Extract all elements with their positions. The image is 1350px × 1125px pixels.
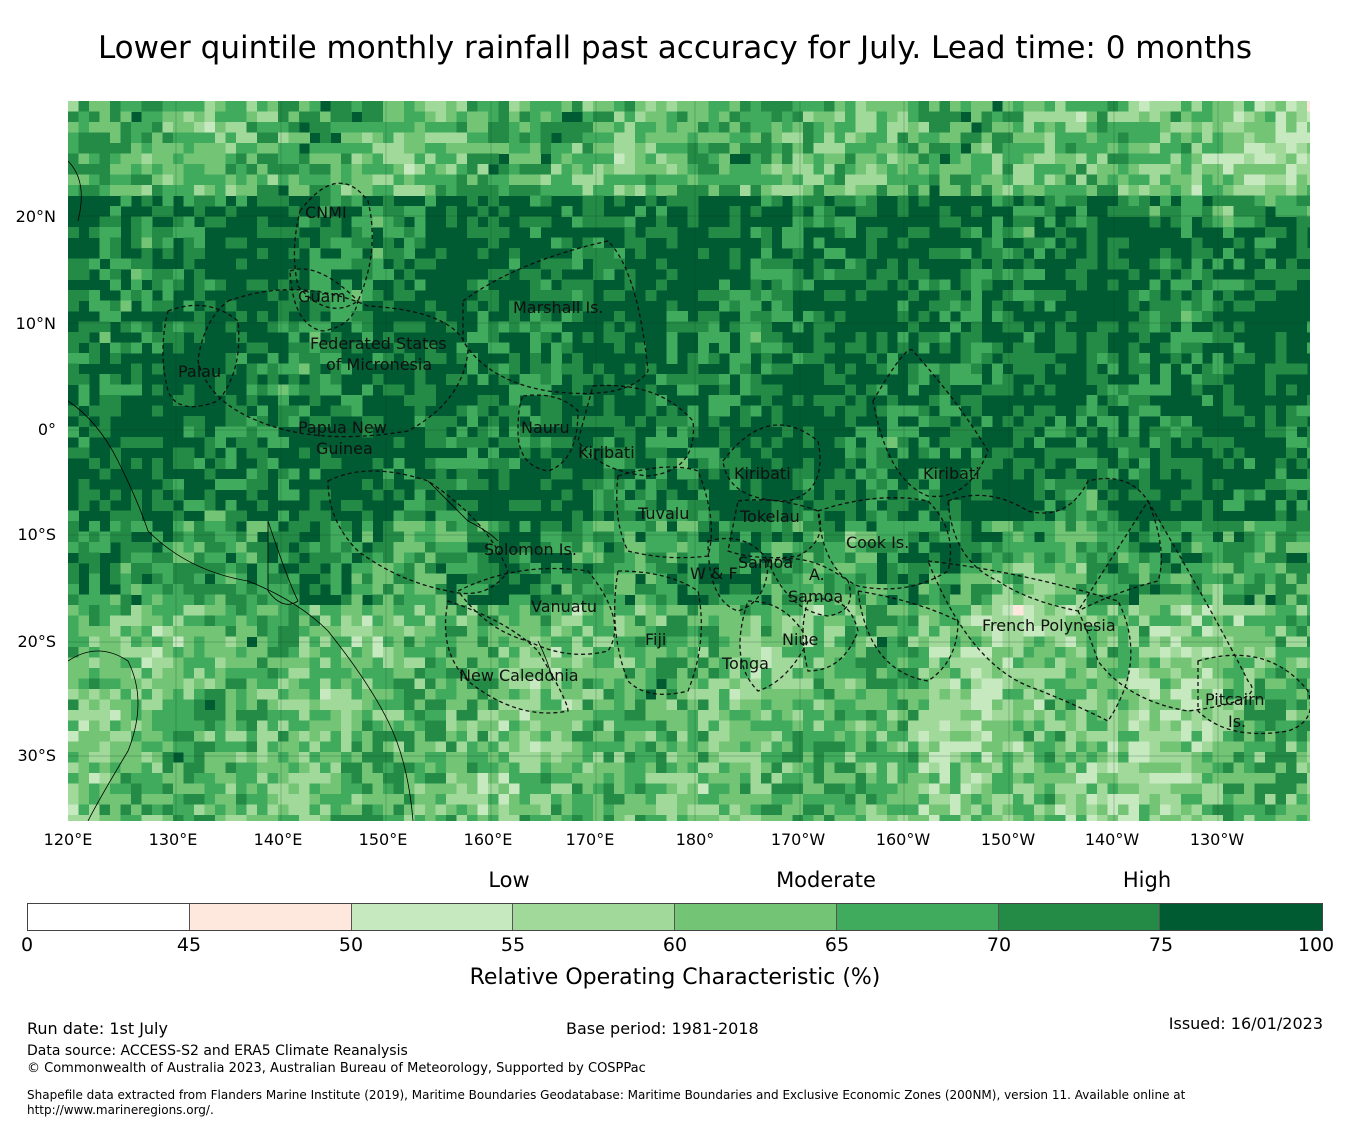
- region-label: Marshall Is.: [513, 298, 604, 317]
- region-label: CNMI: [305, 203, 347, 222]
- shapefile-url[interactable]: http://www.marineregions.org/.: [27, 1103, 214, 1117]
- colorbar-tick: 60: [662, 934, 688, 956]
- colorbar-segment: [351, 904, 514, 930]
- colorbar-segment: [28, 904, 190, 930]
- region-label: Is.: [1228, 712, 1246, 731]
- data-source: Data source: ACCESS-S2 and ERA5 Climate …: [27, 1043, 408, 1059]
- colorbar-label: Relative Operating Characteristic (%): [469, 965, 881, 990]
- region-label: Guinea: [316, 439, 373, 458]
- issued-date: Issued: 16/01/2023: [1168, 1014, 1323, 1033]
- region-label: Kiribati: [923, 464, 980, 483]
- region-label: Nauru: [521, 418, 570, 437]
- region-labels: CNMI Guam Marshall Is. Federated States …: [178, 203, 1265, 731]
- legend-category-moderate: Moderate: [776, 868, 876, 892]
- run-date: Run date: 1st July: [27, 1019, 168, 1038]
- x-tick: 130°W: [1189, 830, 1245, 849]
- colorbar-tick: 45: [176, 934, 202, 956]
- region-label: French Polynesia: [982, 616, 1116, 635]
- region-label: Palau: [178, 362, 221, 381]
- region-label: W & F: [690, 564, 738, 583]
- x-tick: 160°E: [463, 830, 513, 849]
- region-label: Kiribati: [578, 443, 635, 462]
- region-label: A.: [809, 565, 825, 584]
- x-tick: 170°W: [770, 830, 826, 849]
- gridlines: [68, 101, 1310, 821]
- region-label: Samoa: [788, 587, 843, 606]
- region-label: Tokelau: [739, 507, 800, 526]
- base-period: Base period: 1981-2018: [566, 1019, 759, 1038]
- coastlines: [68, 160, 554, 821]
- region-label: Kiribati: [734, 464, 791, 483]
- region-label: Samoa: [738, 553, 793, 572]
- shapefile-credit: Shapefile data extracted from Flanders M…: [27, 1088, 1186, 1102]
- y-tick: 10°S: [17, 525, 56, 544]
- legend-category-high: High: [1122, 868, 1172, 892]
- accuracy-map: CNMI Guam Marshall Is. Federated States …: [68, 101, 1310, 821]
- region-label: Fiji: [645, 630, 666, 649]
- colorbar-segment: [675, 904, 837, 930]
- region-label: Federated States: [310, 334, 447, 353]
- x-tick: 140°W: [1084, 830, 1140, 849]
- region-label: Tonga: [721, 654, 769, 673]
- colorbar-tick: 65: [824, 934, 850, 956]
- colorbar-tick: 0: [20, 934, 34, 956]
- region-label: Pitcairn: [1205, 690, 1265, 709]
- copyright: © Commonwealth of Australia 2023, Austra…: [27, 1061, 646, 1076]
- region-label: New Caledonia: [459, 666, 579, 685]
- colorbar-tick: 70: [986, 934, 1012, 956]
- y-tick: 10°N: [15, 314, 56, 333]
- x-tick: 180°: [675, 830, 715, 849]
- accuracy-grid: [68, 101, 1310, 821]
- y-tick: 0°: [37, 420, 56, 439]
- colorbar-segment: [189, 904, 352, 930]
- region-label: Niue: [782, 630, 818, 649]
- y-tick: 30°S: [17, 746, 56, 765]
- x-tick: 140°E: [253, 830, 303, 849]
- colorbar-segment: [1160, 904, 1322, 930]
- region-label: Guam: [298, 287, 346, 306]
- y-tick: 20°N: [15, 207, 56, 226]
- region-label: Tuvalu: [637, 504, 689, 523]
- colorbar-segment: [513, 904, 675, 930]
- colorbar-tick: 75: [1148, 934, 1174, 956]
- colorbar-tick: 50: [338, 934, 364, 956]
- colorbar: [27, 903, 1323, 931]
- x-tick: 150°E: [358, 830, 408, 849]
- x-tick: 170°E: [565, 830, 615, 849]
- region-label: Vanuatu: [531, 597, 597, 616]
- colorbar-segment: [998, 904, 1161, 930]
- x-tick: 150°W: [980, 830, 1036, 849]
- colorbar-tick: 100: [1297, 934, 1335, 956]
- region-label: Cook Is.: [846, 533, 909, 552]
- x-tick: 130°E: [148, 830, 198, 849]
- eez-boundaries: [162, 182, 1310, 735]
- colorbar-segment: [836, 904, 999, 930]
- map-title: Lower quintile monthly rainfall past acc…: [97, 30, 1253, 66]
- region-label: of Micronesia: [326, 355, 432, 374]
- x-tick: 160°W: [875, 830, 931, 849]
- y-tick: 20°S: [17, 632, 56, 651]
- region-label: Papua New: [298, 418, 387, 437]
- x-tick: 120°E: [43, 830, 93, 849]
- region-label: Solomon Is.: [484, 540, 577, 559]
- legend-category-low: Low: [488, 868, 530, 892]
- colorbar-tick: 55: [500, 934, 526, 956]
